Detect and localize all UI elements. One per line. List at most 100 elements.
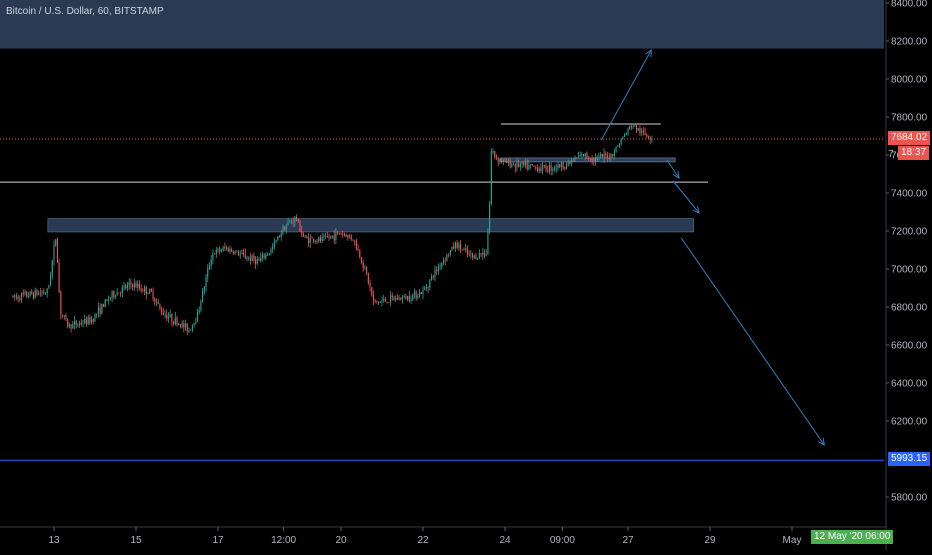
candle	[72, 321, 74, 329]
candle	[236, 250, 238, 253]
support-bar[interactable]	[500, 157, 676, 163]
candle-body	[543, 165, 545, 166]
candle-body	[477, 258, 479, 260]
candle	[140, 284, 142, 293]
candle	[108, 295, 110, 305]
candle-body	[87, 317, 89, 325]
candle	[637, 127, 639, 132]
candle	[287, 217, 289, 226]
candle-body	[68, 324, 70, 327]
candle	[412, 293, 414, 302]
candle	[367, 272, 369, 285]
candle	[113, 290, 115, 300]
candle	[425, 283, 427, 292]
candle	[639, 125, 641, 136]
candle	[149, 288, 151, 295]
candle-body	[313, 238, 315, 242]
candle	[319, 234, 322, 244]
candle-body	[138, 284, 140, 289]
candle	[114, 294, 117, 300]
candle	[579, 151, 581, 157]
candle	[55, 239, 57, 247]
candle-body	[48, 285, 50, 289]
candle	[460, 239, 462, 254]
candle	[569, 160, 571, 166]
candle	[251, 254, 253, 262]
candle	[239, 250, 241, 259]
candle-body	[273, 242, 275, 247]
candle-body	[79, 322, 81, 325]
candle-body	[624, 134, 626, 137]
candle-body	[195, 321, 197, 324]
candle-body	[395, 298, 397, 300]
candle	[224, 242, 226, 251]
candle-body	[173, 321, 175, 325]
candle-body	[384, 298, 386, 302]
candle-body	[22, 293, 24, 294]
candle	[19, 295, 21, 303]
arrow-short-down[interactable]	[666, 159, 680, 179]
candle	[632, 123, 634, 130]
candle-body	[567, 161, 569, 165]
candle	[306, 235, 308, 239]
candle-body	[507, 160, 509, 164]
candle-body	[526, 162, 528, 170]
candle	[389, 291, 392, 307]
candle-body	[593, 157, 595, 162]
resistance-zone[interactable]	[0, 0, 884, 49]
arrow-up[interactable]	[600, 48, 652, 141]
candle-body	[77, 324, 79, 326]
candle	[379, 301, 381, 303]
candle-body	[287, 221, 289, 226]
candle	[174, 311, 176, 326]
candle-body	[207, 268, 209, 277]
candle	[495, 154, 498, 161]
candle-body	[143, 287, 146, 292]
current-price-label: 7684.02	[888, 131, 931, 145]
candle	[492, 148, 494, 155]
candle-body	[343, 234, 345, 236]
arrow-long-down[interactable]	[680, 237, 825, 446]
candle-body	[169, 314, 171, 317]
candle-body	[159, 303, 161, 309]
candle	[12, 294, 14, 299]
candle-body	[437, 266, 439, 272]
candle-body	[140, 288, 142, 291]
symbol-title: Bitcoin / U.S. Dollar, 60, BITSTAMP	[6, 6, 164, 17]
time-tick-label: 13	[48, 535, 60, 546]
candle	[278, 235, 281, 238]
candle	[285, 223, 287, 234]
candle-body	[217, 248, 219, 250]
candle	[581, 152, 583, 159]
candle-body	[482, 253, 484, 255]
candle-body	[417, 296, 419, 299]
candle-body	[24, 291, 26, 294]
candle	[437, 263, 439, 275]
candle-body	[436, 269, 438, 272]
candle	[415, 290, 417, 302]
candle	[530, 163, 532, 169]
candle-body	[311, 237, 313, 239]
candle-body	[461, 249, 463, 251]
candle	[511, 162, 513, 168]
candle	[65, 313, 67, 322]
candle	[249, 253, 252, 265]
candle	[424, 285, 426, 291]
candle-body	[388, 301, 390, 303]
support-zone[interactable]	[47, 218, 694, 232]
candle-body	[231, 249, 233, 252]
candle-body	[499, 158, 501, 162]
candle	[485, 249, 487, 257]
candle-body	[425, 287, 427, 289]
candle	[97, 302, 99, 318]
candle-body	[145, 287, 147, 295]
candle	[166, 309, 168, 322]
candle-body	[285, 225, 287, 231]
candle	[99, 303, 101, 318]
arrow-mid-down[interactable]	[672, 180, 700, 214]
candle-body	[318, 237, 320, 242]
candle	[420, 291, 422, 295]
candle	[91, 315, 93, 325]
